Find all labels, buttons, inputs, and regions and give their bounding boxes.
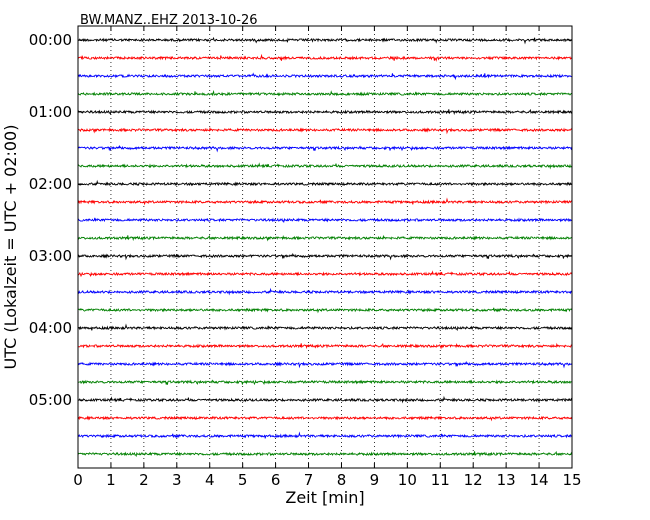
trace-line: [77, 72, 572, 81]
trace-line: [77, 53, 573, 62]
trace-line: [77, 36, 573, 45]
x-tick-label: 5: [238, 471, 248, 489]
x-tick-label: 11: [431, 471, 450, 489]
plot-frame: [77, 25, 573, 469]
x-tick-label: 9: [370, 471, 380, 489]
y-tick-label: 00:00: [29, 31, 72, 49]
trace-line: [77, 287, 573, 296]
x-tick-label: 2: [139, 471, 149, 489]
trace-line: [77, 89, 572, 97]
x-tick-label: 0: [73, 471, 83, 489]
x-tick-label: 4: [205, 471, 215, 489]
trace-line: [77, 179, 572, 187]
x-grid: [110, 26, 540, 468]
trace-line: [77, 395, 573, 404]
trace-line: [77, 197, 572, 206]
x-axis-label: Zeit [min]: [285, 488, 364, 507]
trace-line: [77, 323, 573, 332]
trace-line: [77, 360, 573, 369]
y-tick-label: 03:00: [29, 247, 72, 265]
x-tick-label: 8: [337, 471, 347, 489]
trace-line: [77, 108, 572, 116]
x-tick-label: 7: [304, 471, 314, 489]
plot-background: [78, 26, 572, 468]
trace-line: [77, 144, 573, 153]
x-tick-label: 14: [530, 471, 549, 489]
trace-line: [77, 270, 573, 278]
seismic-traces: [77, 36, 573, 458]
x-tick-label: 12: [464, 471, 483, 489]
trace-line: [77, 431, 573, 439]
x-tick-label: 13: [497, 471, 516, 489]
y-axis-label: UTC (Lokalzeit = UTC + 02:00): [1, 125, 20, 370]
trace-line: [77, 342, 572, 350]
y-axis-ticks: 00:00 01:00 02:00 03:00 04:00 05:00: [29, 31, 572, 409]
chart-title: BW.MANZ..EHZ 2013-10-26: [80, 13, 258, 28]
trace-line: [77, 252, 573, 261]
trace-line: [77, 234, 572, 242]
x-tick-label: 1: [106, 471, 116, 489]
trace-line: [77, 126, 573, 135]
x-tick-label: 15: [562, 471, 581, 489]
x-tick-label: 3: [172, 471, 182, 489]
y-tick-label: 02:00: [29, 175, 72, 193]
x-axis-ticks: 0 1 2 3 4 5 6 7 8 9 10 11 12 13 14 15: [73, 26, 582, 489]
trace-line: [77, 415, 573, 422]
y-tick-label: 05:00: [29, 391, 72, 409]
trace-line: [77, 307, 573, 314]
y-tick-label: 01:00: [29, 103, 72, 121]
y-tick-label: 04:00: [29, 319, 72, 337]
trace-line: [77, 162, 573, 170]
trace-line: [77, 379, 573, 386]
x-tick-label: 6: [271, 471, 281, 489]
trace-line: [77, 450, 573, 458]
x-tick-label: 10: [398, 471, 417, 489]
trace-line: [77, 217, 573, 224]
